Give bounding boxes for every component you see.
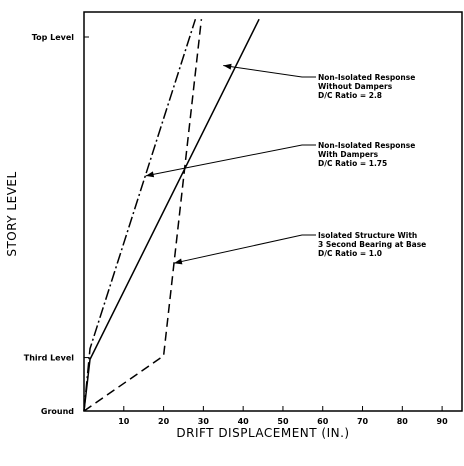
annotation-leader xyxy=(145,144,316,177)
x-tick-label: 60 xyxy=(317,417,329,426)
annotation-leader xyxy=(173,234,316,264)
arrowhead-icon xyxy=(223,63,232,70)
plot-border xyxy=(83,11,463,412)
y-axis-title: STORY LEVEL xyxy=(5,171,19,256)
x-ticks: 10 20 30 40 50 60 70 80 90 xyxy=(118,406,448,426)
x-tick-label: 90 xyxy=(437,417,449,426)
series-line-dash-dot xyxy=(83,18,197,412)
y-levels: Ground Third Level Top Level xyxy=(24,33,89,416)
x-tick-label: 70 xyxy=(357,417,369,426)
annotation-text: Without Dampers xyxy=(318,82,393,91)
y-level-label: Ground xyxy=(41,407,74,416)
series-lines xyxy=(83,18,260,412)
y-level-label: Third Level xyxy=(24,354,75,363)
arrowhead-icon xyxy=(173,258,183,265)
x-tick-label: 50 xyxy=(277,417,289,426)
annotation-text: D/C Ratio = 1.75 xyxy=(318,159,387,168)
annotation-text: Non-Isolated Response xyxy=(318,73,415,82)
annotation-text: D/C Ratio = 1.0 xyxy=(318,249,382,258)
series-line-dashed xyxy=(83,19,203,412)
x-tick-label: 10 xyxy=(118,417,130,426)
x-tick-label: 80 xyxy=(397,417,409,426)
series-line-solid xyxy=(83,18,260,412)
annotation-text: D/C Ratio = 2.8 xyxy=(318,91,382,100)
annotation-text: 3 Second Bearing at Base xyxy=(318,240,426,249)
arrowhead-icon xyxy=(145,171,155,178)
plot-frame xyxy=(83,11,463,412)
x-tick-label: 40 xyxy=(238,417,250,426)
annotation-text: Isolated Structure With xyxy=(318,231,417,240)
y-level-label: Top Level xyxy=(32,33,75,42)
annotation-text: Non-Isolated Response xyxy=(318,141,415,150)
x-axis-title: DRIFT DISPLACEMENT (IN.) xyxy=(176,426,349,440)
x-tick-label: 30 xyxy=(198,417,210,426)
annotation-leader xyxy=(223,65,316,78)
annotation-text: With Dampers xyxy=(318,150,379,159)
x-tick-label: 20 xyxy=(158,417,170,426)
